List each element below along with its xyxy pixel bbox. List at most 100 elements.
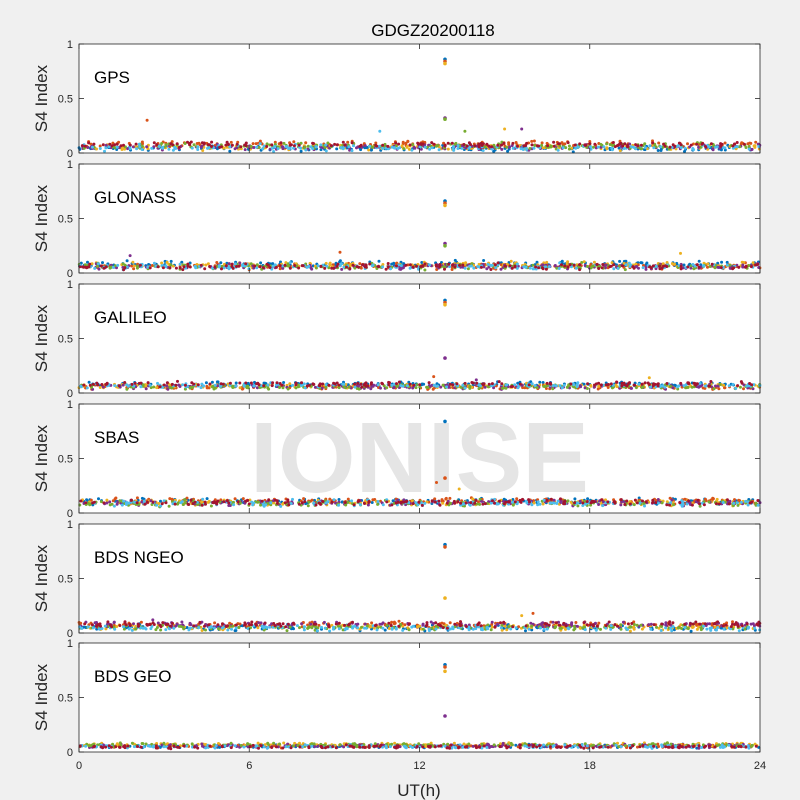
data-point xyxy=(459,501,463,505)
data-point xyxy=(557,267,561,270)
data-point xyxy=(299,149,303,153)
data-point xyxy=(640,382,644,386)
data-point xyxy=(177,145,181,149)
data-point xyxy=(668,145,672,149)
data-point xyxy=(257,621,261,625)
data-point xyxy=(319,143,323,147)
data-point xyxy=(506,149,510,153)
data-point xyxy=(451,263,454,267)
spike-point xyxy=(443,117,447,121)
data-point xyxy=(249,262,253,266)
data-point xyxy=(656,384,660,388)
data-point xyxy=(121,383,125,387)
data-point xyxy=(692,148,695,152)
data-point xyxy=(204,263,208,267)
data-point xyxy=(262,144,266,148)
data-point xyxy=(546,144,550,148)
data-point xyxy=(281,386,285,390)
data-point xyxy=(337,386,341,390)
data-point xyxy=(139,620,143,624)
data-point xyxy=(704,145,708,149)
data-point xyxy=(634,386,638,390)
data-point xyxy=(150,264,154,267)
data-point xyxy=(270,143,274,147)
data-point xyxy=(492,143,496,147)
data-point xyxy=(623,142,627,146)
data-point xyxy=(608,143,612,146)
data-point xyxy=(536,500,540,504)
data-point xyxy=(589,384,593,388)
data-point xyxy=(656,382,660,386)
data-point xyxy=(713,266,717,270)
y-tick-label: 0.5 xyxy=(58,94,73,106)
data-point xyxy=(720,260,724,264)
data-point xyxy=(750,500,754,504)
data-point xyxy=(148,383,152,387)
data-point xyxy=(606,386,610,389)
data-point xyxy=(634,147,638,151)
data-point xyxy=(551,384,555,388)
data-point xyxy=(455,382,459,386)
data-point xyxy=(427,381,431,385)
data-point xyxy=(310,267,314,271)
data-point xyxy=(146,265,150,269)
data-point xyxy=(367,500,371,503)
data-point xyxy=(281,264,284,268)
spike-point xyxy=(443,356,447,360)
data-point xyxy=(128,143,132,147)
data-point xyxy=(735,263,739,267)
data-point xyxy=(527,383,531,387)
data-point xyxy=(233,262,237,266)
data-point xyxy=(451,383,455,387)
data-point xyxy=(588,142,592,146)
data-point xyxy=(434,384,438,388)
data-point xyxy=(469,143,472,146)
data-point xyxy=(96,262,100,266)
data-point xyxy=(292,140,296,144)
data-point xyxy=(468,264,472,268)
data-point xyxy=(633,383,637,387)
data-point xyxy=(586,382,590,386)
data-point xyxy=(155,386,159,390)
data-point xyxy=(151,500,155,504)
data-point xyxy=(599,383,603,387)
data-point xyxy=(325,264,329,268)
data-point xyxy=(472,266,476,270)
data-point xyxy=(159,628,163,632)
data-point xyxy=(549,144,553,148)
data-point xyxy=(473,501,477,505)
y-axis-label: S4 Index xyxy=(32,304,51,372)
data-point xyxy=(416,142,420,146)
data-point xyxy=(255,145,259,149)
data-point xyxy=(192,382,196,386)
data-point xyxy=(705,384,709,388)
data-point xyxy=(254,142,258,146)
data-point xyxy=(732,501,736,505)
data-point xyxy=(236,500,240,504)
data-point xyxy=(441,383,445,387)
data-point xyxy=(122,499,126,503)
data-point xyxy=(350,149,354,153)
data-point xyxy=(170,382,174,386)
data-point xyxy=(625,384,629,388)
data-point xyxy=(640,261,644,265)
data-point xyxy=(540,143,544,147)
data-point xyxy=(164,143,168,147)
data-point xyxy=(754,140,758,144)
data-point xyxy=(582,260,586,264)
outlier-point xyxy=(474,378,478,382)
data-point xyxy=(230,265,234,268)
data-point xyxy=(368,144,372,148)
data-point xyxy=(233,147,237,151)
data-point xyxy=(647,623,651,627)
data-point xyxy=(616,266,620,270)
data-point xyxy=(574,266,578,270)
data-point xyxy=(511,503,515,507)
data-point xyxy=(140,144,144,148)
data-point xyxy=(170,386,174,390)
data-point xyxy=(686,265,690,269)
data-point xyxy=(727,384,731,388)
data-point xyxy=(395,264,398,268)
data-point xyxy=(609,382,613,386)
data-point xyxy=(551,387,555,391)
